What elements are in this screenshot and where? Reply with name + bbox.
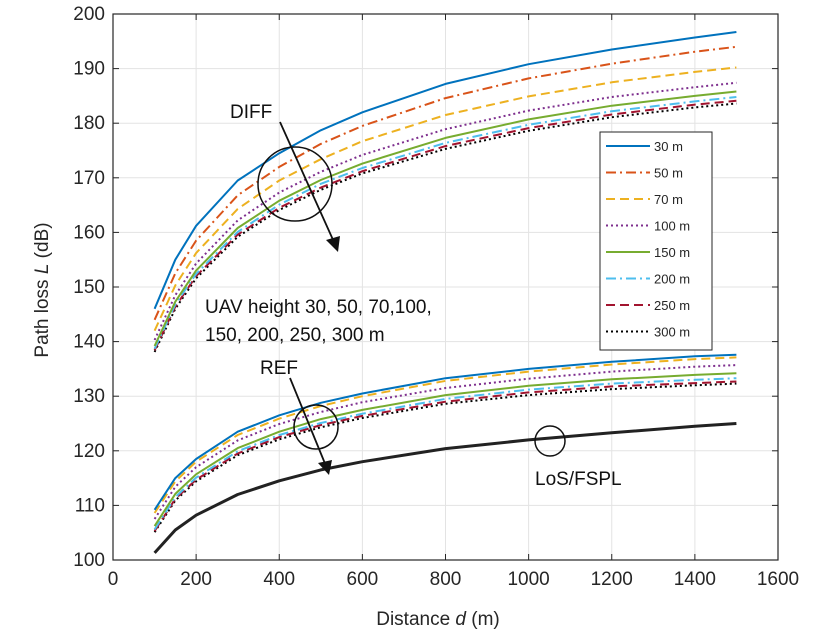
series-0-ref-line <box>153 353 737 511</box>
x-tick-label: 200 <box>180 569 212 590</box>
axis-ticks: 0 200 400 600 800 1000 1200 1400 1600 100 110 120 13… <box>73 4 799 590</box>
y-tick-label: 110 <box>75 495 105 516</box>
data-curves <box>153 31 737 554</box>
series-2-diff-line <box>153 66 737 332</box>
legend-label: 30 m <box>654 139 683 154</box>
series-0-diff-line <box>153 31 737 310</box>
diff-arrow-head <box>326 236 340 252</box>
x-tick-label: 600 <box>347 569 379 590</box>
x-tick-label: 0 <box>108 569 119 590</box>
y-tick-label: 140 <box>73 332 105 353</box>
legend-label: 100 m <box>654 219 690 234</box>
los-fspl-annotation: LoS/FSPL <box>535 469 622 490</box>
series-5-diff-line <box>153 96 737 350</box>
y-tick-label: 160 <box>73 222 105 243</box>
x-tick-label: 400 <box>263 569 295 590</box>
series-6-ref-line <box>153 380 737 532</box>
series-3-ref-line <box>153 364 737 520</box>
y-tick-label: 130 <box>73 386 105 407</box>
legend-label: 250 m <box>654 298 690 313</box>
ref-annotation: REF <box>260 358 298 379</box>
ref-circle-marker <box>293 404 339 450</box>
x-tick-label: 1600 <box>757 569 799 590</box>
series-7-ref-line <box>153 382 737 533</box>
uav-height-annotation-line1: UAV height 30, 50, 70,100, <box>205 297 432 318</box>
x-tick-label: 1400 <box>674 569 716 590</box>
series-4-diff-line <box>153 90 737 347</box>
uav-height-annotation-line2: 150, 200, 250, 300 m <box>205 325 385 346</box>
x-tick-label: 1000 <box>507 569 549 590</box>
legend-label: 50 m <box>654 166 683 181</box>
legend-box <box>599 131 713 351</box>
legend: 30 m 50 m 70 m 100 m 150 m 200 m 250 m 300 m <box>599 131 713 351</box>
legend-label: 70 m <box>654 192 683 207</box>
legend-label: 150 m <box>654 245 690 260</box>
y-axis-label: Path loss L (dB) <box>32 222 53 357</box>
series-7-diff-line <box>153 102 737 353</box>
y-tick-label: 200 <box>73 4 105 25</box>
y-tick-label: 190 <box>73 59 105 80</box>
y-tick-label: 120 <box>73 441 105 462</box>
diff-annotation: DIFF <box>230 102 272 123</box>
series-1-diff-line <box>153 45 737 321</box>
y-tick-label: 170 <box>73 168 105 189</box>
ref-arrow-head <box>318 460 332 475</box>
diff-circle-marker <box>257 146 333 222</box>
y-tick-label: 100 <box>73 550 105 571</box>
y-tick-label: 150 <box>73 277 105 298</box>
series-4-ref-line <box>153 372 737 527</box>
x-tick-label: 1200 <box>591 569 633 590</box>
x-axis-label: Distance d (m) <box>376 609 500 630</box>
diff-arrow-shaft <box>279 121 335 243</box>
legend-label: 300 m <box>654 325 690 340</box>
annotations: DIFF UAV height 30, 50, 70,100, 150, 200… <box>205 102 622 490</box>
series-3-diff-line <box>153 81 737 341</box>
legend-label: 200 m <box>654 272 690 287</box>
series-6-diff-line <box>153 99 737 351</box>
series-5-ref-line <box>153 377 737 530</box>
los-circle-marker <box>534 425 566 457</box>
x-tick-label: 800 <box>430 569 462 590</box>
los-fspl-line <box>153 422 737 554</box>
ref-arrow-shaft <box>289 377 327 467</box>
y-tick-label: 180 <box>73 113 105 134</box>
series-2-ref-line <box>153 356 737 514</box>
